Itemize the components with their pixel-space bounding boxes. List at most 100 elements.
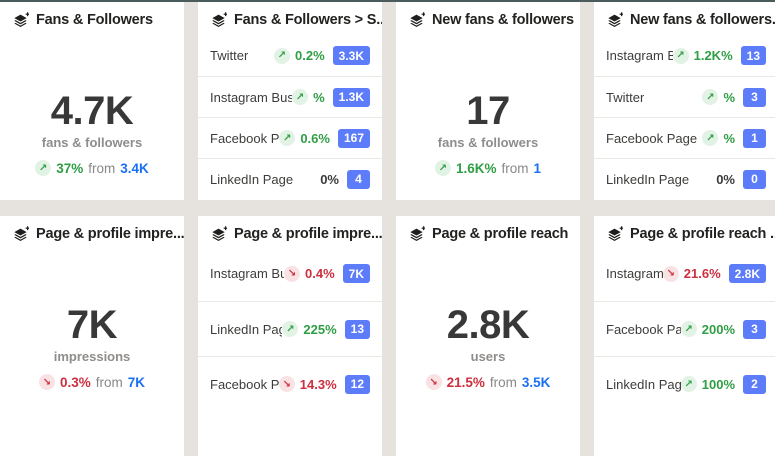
change-percent: 100%: [701, 376, 735, 392]
trend-up-icon: ↗: [672, 47, 689, 64]
list-row-linkedin-page[interactable]: LinkedIn Page ↗ 225% 13: [198, 301, 382, 356]
change-percent: %: [723, 130, 735, 146]
from-label: from: [501, 160, 529, 176]
kpi-change: ↘ 21.5% from 3.5K: [396, 374, 580, 390]
list-row-twitter[interactable]: Twitter ↗ 0.2% 3.3K: [198, 35, 382, 76]
kpi-change: ↘ 0.3% from 7K: [0, 374, 184, 390]
metric-widget-icon: [12, 226, 29, 242]
trend-down-icon: ↘: [425, 374, 442, 390]
metric-widget-icon: [606, 226, 623, 242]
kpi-value: 2.8K: [446, 303, 530, 347]
from-label: from: [489, 374, 517, 390]
list-row-instagram-business[interactable]: Instagram Business ↘ 0.4% 7K: [198, 246, 382, 301]
value-badge: 167: [337, 128, 370, 148]
kpi-value: 7K: [66, 303, 118, 347]
previous-value[interactable]: 1: [533, 160, 542, 176]
change-percent: 37%: [56, 160, 84, 176]
metric-widget-icon: [12, 12, 29, 28]
row-label: Facebook Page: [606, 130, 698, 146]
list-row-facebook-page[interactable]: Facebook Page ↗ 200% 3: [594, 301, 775, 356]
widget-fans-followers-by-source[interactable]: Fans & Followers > S... Twitter ↗ 0.2% 3…: [198, 2, 382, 200]
value-badge: 0: [743, 169, 766, 189]
metric-widget-icon: [606, 12, 623, 28]
widget-header: Fans & Followers: [0, 2, 184, 28]
value-badge: 1.3K: [332, 87, 370, 107]
widget-title: New fans & followers: [432, 12, 574, 28]
metric-widget-icon: [408, 12, 425, 28]
widget-new-fans-followers-by-source[interactable]: New fans & followers... Instagram Busi..…: [594, 2, 775, 200]
row-label: Instagram Business: [210, 266, 285, 281]
row-label: Instagram Bu...: [606, 266, 663, 281]
widget-title: Page & profile reach: [432, 226, 569, 242]
row-label: Twitter: [210, 48, 249, 63]
change-percent: %: [723, 89, 735, 105]
kpi-change: ↗ 37% from 3.4K: [0, 160, 184, 176]
list-row-facebook-page[interactable]: Facebook Page ↘ 14.3% 12: [198, 356, 382, 411]
change-percent: 0.3%: [59, 374, 91, 390]
row-label: Instagram Business: [210, 89, 293, 105]
trend-up-icon: ↗: [292, 89, 309, 105]
list-row-facebook-page[interactable]: Facebook Page ↗ % 1: [594, 117, 775, 158]
previous-value[interactable]: 3.5K: [521, 374, 551, 390]
trend-up-icon: ↗: [702, 89, 719, 105]
widget-header: Page & profile reach ...: [594, 216, 775, 242]
list-row-facebook-page[interactable]: Facebook Page ↗ 0.6% 167: [198, 117, 382, 158]
widget-page-profile-impressions-by-source[interactable]: Page & profile impre... Instagram Busine…: [198, 216, 382, 456]
change-percent: 0.6%: [300, 130, 330, 146]
trend-up-icon: ↗: [680, 321, 697, 337]
list-row-instagram-business[interactable]: Instagram Busi... ↗ 1.2K% 13: [594, 35, 775, 76]
metric-list: Twitter ↗ 0.2% 3.3K Instagram Business ↗…: [198, 35, 382, 199]
previous-value[interactable]: 3.4K: [120, 160, 149, 176]
widget-page-profile-impressions[interactable]: Page & profile impre... 7K impressions ↘…: [0, 216, 184, 456]
trend-up-icon: ↗: [680, 376, 697, 392]
change-percent: %: [313, 89, 325, 105]
widget-page-profile-reach[interactable]: Page & profile reach 2.8K users ↘ 21.5% …: [396, 216, 580, 456]
top-strip: [0, 0, 775, 2]
list-row-instagram-business[interactable]: Instagram Bu... ↘ 21.6% 2.8K: [594, 246, 775, 301]
trend-down-icon: ↘: [38, 374, 55, 390]
trend-up-icon: ↗: [35, 160, 52, 176]
widget-title: New fans & followers...: [630, 12, 775, 28]
row-label: LinkedIn Page: [210, 321, 283, 337]
change-percent: 225%: [303, 321, 337, 337]
trend-down-icon: ↘: [278, 376, 295, 392]
widget-page-profile-reach-by-source[interactable]: Page & profile reach ... Instagram Bu...…: [594, 216, 775, 456]
kpi-change: ↗ 1.6K% from 1: [396, 160, 580, 176]
previous-value[interactable]: 7K: [127, 374, 146, 390]
list-row-instagram-business[interactable]: Instagram Business ↗ % 1.3K: [198, 76, 382, 117]
trend-up-icon: ↗: [434, 160, 451, 176]
widget-header: New fans & followers...: [594, 2, 775, 28]
value-badge: 1: [743, 128, 766, 148]
metric-widget-icon: [210, 12, 227, 28]
row-label: LinkedIn Page: [210, 171, 294, 187]
change-percent: 1.6K%: [455, 160, 497, 176]
list-row-linkedin-page[interactable]: LinkedIn Page ↗ 100% 2: [594, 356, 775, 411]
kpi-unit: impressions: [53, 349, 131, 364]
trend-up-icon: ↗: [279, 130, 296, 146]
widget-header: Page & profile reach: [396, 216, 580, 242]
trend-down-icon: ↘: [662, 265, 679, 282]
list-row-linkedin-page[interactable]: LinkedIn Page 0% 0: [594, 158, 775, 199]
change-percent: 0.2%: [295, 48, 325, 63]
change-percent: 21.5%: [446, 374, 485, 390]
kpi-unit: fans & followers: [41, 135, 143, 150]
list-row-twitter[interactable]: Twitter ↗ % 3: [594, 76, 775, 117]
value-badge: 2.8K: [728, 264, 766, 283]
kpi-block: 7K impressions: [0, 304, 184, 364]
change-percent: 0%: [716, 171, 735, 187]
widget-fans-followers[interactable]: Fans & Followers 4.7K fans & followers ↗…: [0, 2, 184, 200]
widget-title: Fans & Followers > S...: [234, 12, 382, 28]
metric-widget-icon: [210, 226, 227, 242]
trend-up-icon: ↗: [274, 47, 290, 64]
kpi-value: 4.7K: [50, 89, 134, 133]
widget-new-fans-followers[interactable]: New fans & followers 17 fans & followers…: [396, 2, 580, 200]
metric-list: Instagram Business ↘ 0.4% 7K LinkedIn Pa…: [198, 246, 382, 411]
kpi-unit: fans & followers: [437, 135, 539, 150]
widget-header: New fans & followers: [396, 2, 580, 28]
row-label: LinkedIn Page: [606, 376, 681, 392]
widget-header: Fans & Followers > S...: [198, 2, 382, 28]
list-row-linkedin-page[interactable]: LinkedIn Page 0% 4: [198, 158, 382, 199]
change-percent: 200%: [701, 321, 735, 337]
metric-list: Instagram Bu... ↘ 21.6% 2.8K Facebook Pa…: [594, 246, 775, 411]
